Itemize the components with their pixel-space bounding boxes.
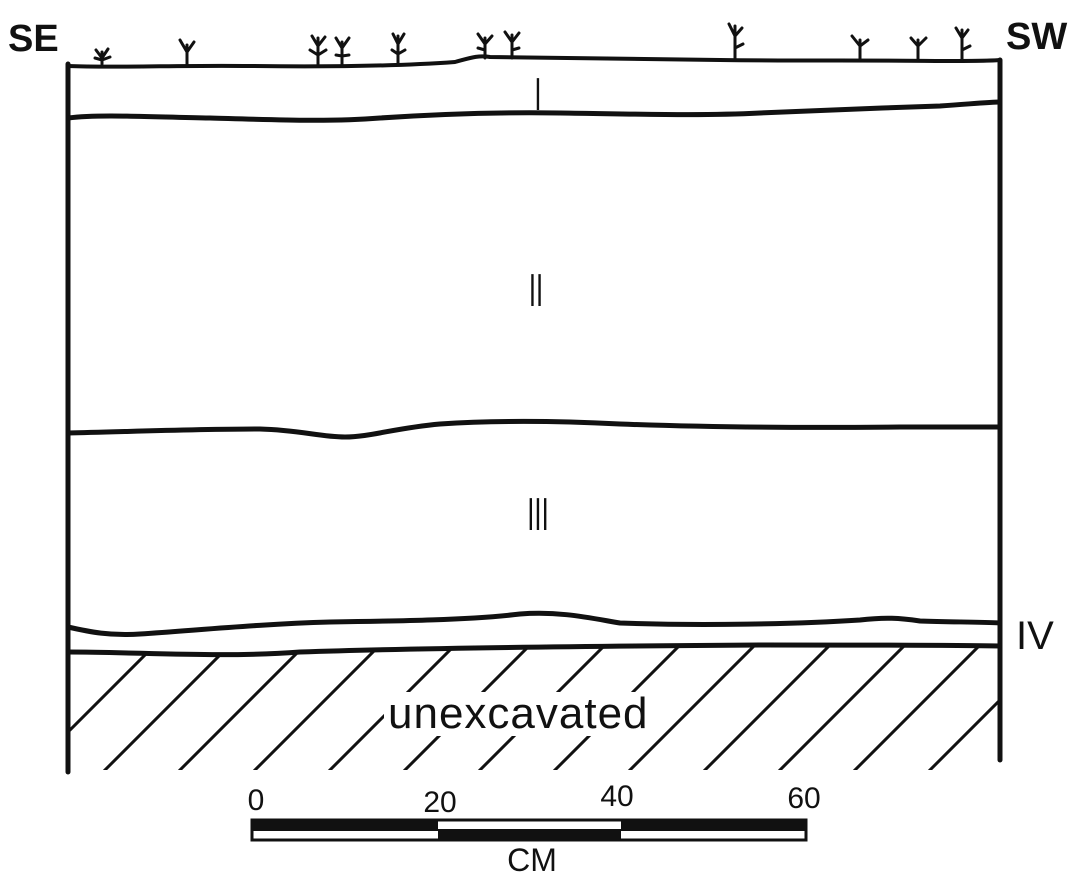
direction-label-se: SE xyxy=(8,18,59,60)
grass-tuft-icon xyxy=(308,34,328,66)
scale-bar-segment xyxy=(438,831,621,839)
boundary-III-IV xyxy=(65,610,1003,637)
boundary-IV-unexcavated xyxy=(65,642,1003,658)
grass-tuft-icon xyxy=(476,32,494,60)
scale-tick-0: 0 xyxy=(247,784,265,817)
grass-tuft-icon xyxy=(954,26,972,62)
unexcavated-label: unexcavated xyxy=(384,692,653,736)
layer-label-IV: IV xyxy=(1016,614,1054,658)
scale-unit-label: CM xyxy=(507,842,557,878)
grass-tuft-icon xyxy=(334,36,351,66)
layer-label-II: II xyxy=(528,266,544,317)
scale-tick-20: 20 xyxy=(423,786,457,819)
scale-bar-segment xyxy=(253,821,438,831)
grass-tuft-icon xyxy=(390,32,407,66)
direction-label-sw: SW xyxy=(1006,16,1068,58)
surface-vegetation xyxy=(93,22,972,66)
grass-tuft-icon xyxy=(503,30,521,60)
scale-bar-segment xyxy=(621,821,805,831)
layer-label-III: III xyxy=(527,490,549,541)
scale-tick-40: 40 xyxy=(600,780,634,813)
grass-tuft-icon xyxy=(850,34,870,62)
scale-tick-60: 60 xyxy=(787,782,821,815)
grass-tuft-icon xyxy=(909,36,928,62)
ground-surface-line xyxy=(66,54,1002,69)
grass-tuft-icon xyxy=(178,38,196,66)
scale-bar xyxy=(250,818,808,842)
boundary-II-III xyxy=(65,418,1003,440)
grass-tuft-icon xyxy=(727,22,745,62)
boundary-I-II xyxy=(65,99,1003,123)
layer-label-I: I xyxy=(534,70,542,121)
grass-tuft-icon xyxy=(93,47,112,66)
stratum-boundaries xyxy=(65,54,1003,658)
